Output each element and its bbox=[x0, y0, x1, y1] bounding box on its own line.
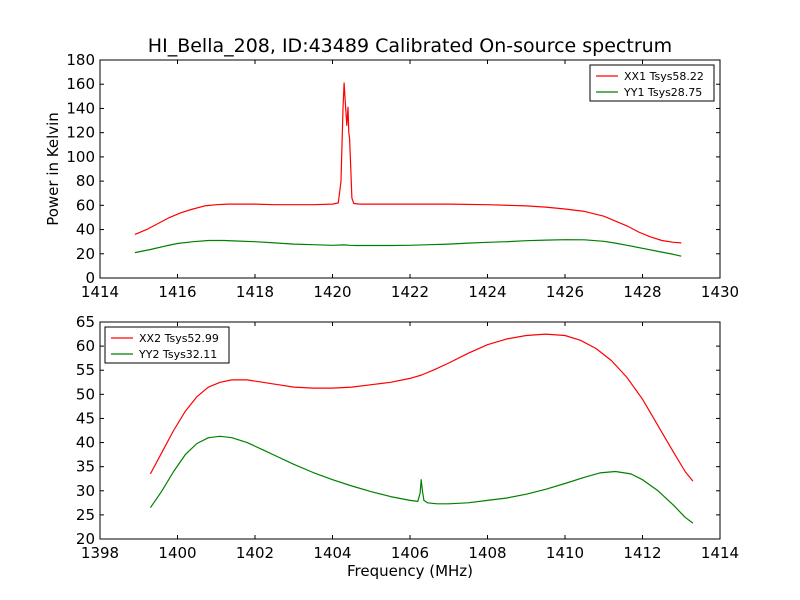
top-x-tick-label: 1428 bbox=[623, 283, 661, 301]
bottom-series-line-2 bbox=[149, 435, 694, 524]
top-series-line-1 bbox=[134, 82, 682, 244]
bottom-legend-label-2: YY2 Tsys32.11 bbox=[138, 348, 217, 361]
top-x-tick-label: 1430 bbox=[701, 283, 739, 301]
bottom-y-tick-label: 35 bbox=[76, 458, 95, 476]
top-y-tick-label: 160 bbox=[66, 75, 95, 93]
top-y-tick-label: 140 bbox=[66, 99, 95, 117]
x-axis-label: Frequency (MHz) bbox=[347, 562, 473, 580]
bottom-y-tick-label: 30 bbox=[76, 482, 95, 500]
bottom-legend-box bbox=[104, 326, 230, 364]
bottom-legend-label-1: XX2 Tsys52.99 bbox=[139, 332, 219, 345]
top-x-tick-label: 1424 bbox=[468, 283, 506, 301]
top-y-tick-label: 80 bbox=[76, 172, 95, 190]
top-x-tick-label: 1422 bbox=[391, 283, 429, 301]
bottom-x-tick-label: 1408 bbox=[468, 544, 506, 562]
top-y-tick-label: 180 bbox=[66, 51, 95, 69]
top-y-tick-label: 100 bbox=[66, 148, 95, 166]
bottom-x-tick-label: 1406 bbox=[391, 544, 429, 562]
top-legend-label-2: YY1 Tsys28.75 bbox=[623, 86, 702, 99]
top-x-tick-label: 1426 bbox=[546, 283, 584, 301]
top-x-tick-label: 1414 bbox=[81, 283, 119, 301]
bottom-x-tick-label: 1400 bbox=[158, 544, 196, 562]
top-panel: 1414 1416 1418 1420 1422 1424 1426 1428 1430 0 20 4… bbox=[66, 51, 739, 301]
top-x-tick-label: 1420 bbox=[313, 283, 351, 301]
bottom-x-tick-label: 1404 bbox=[313, 544, 351, 562]
bottom-x-tick-label: 1414 bbox=[701, 544, 739, 562]
bottom-panel: 1398 1400 1402 1404 1406 1408 1410 1412 1414 20 25… bbox=[76, 313, 739, 562]
bottom-y-tick-label: 20 bbox=[76, 530, 95, 548]
bottom-x-tick-label: 1402 bbox=[236, 544, 274, 562]
bottom-x-tick-label: 1398 bbox=[81, 544, 119, 562]
top-series-line-2 bbox=[134, 239, 682, 257]
bottom-y-tick-label: 60 bbox=[76, 337, 95, 355]
top-y-tick-label: 20 bbox=[76, 245, 95, 263]
chart-title: HI_Bella_208, ID:43489 Calibrated On-sou… bbox=[148, 35, 672, 57]
top-y-tick-label: 120 bbox=[66, 124, 95, 142]
bottom-x-tick-label: 1410 bbox=[546, 544, 584, 562]
top-legend-label-1: XX1 Tsys58.22 bbox=[624, 70, 704, 83]
y-axis-label: Power in Kelvin bbox=[44, 112, 62, 226]
top-x-tick-label: 1416 bbox=[158, 283, 196, 301]
bottom-y-tick-label: 65 bbox=[76, 313, 95, 331]
top-legend-box bbox=[589, 64, 715, 102]
bottom-y-tick-label: 55 bbox=[76, 361, 95, 379]
bottom-y-tick-label: 45 bbox=[76, 409, 95, 427]
bottom-y-tick-label: 40 bbox=[76, 434, 95, 452]
top-y-tick-label: 40 bbox=[76, 221, 95, 239]
top-y-tick-label: 0 bbox=[85, 269, 95, 287]
top-y-tick-label: 60 bbox=[76, 196, 95, 214]
top-x-tick-label: 1418 bbox=[236, 283, 274, 301]
bottom-y-tick-label: 50 bbox=[76, 385, 95, 403]
bottom-series-line-1 bbox=[149, 333, 694, 482]
bottom-x-tick-label: 1412 bbox=[623, 544, 661, 562]
bottom-y-tick-label: 25 bbox=[76, 506, 95, 524]
